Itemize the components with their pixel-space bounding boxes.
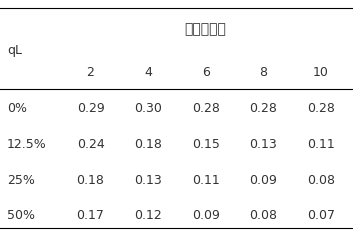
Text: 0.11: 0.11 — [307, 138, 335, 151]
Text: qL: qL — [7, 44, 22, 57]
Text: 0.28: 0.28 — [307, 102, 335, 115]
Text: 50%: 50% — [7, 210, 35, 222]
Text: 0.13: 0.13 — [134, 174, 162, 187]
Text: 0.11: 0.11 — [192, 174, 220, 187]
Text: 6: 6 — [202, 66, 210, 79]
Text: 4: 4 — [144, 66, 152, 79]
Text: 0.09: 0.09 — [249, 174, 277, 187]
Text: 0.30: 0.30 — [134, 102, 162, 115]
Text: 0.13: 0.13 — [249, 138, 277, 151]
Text: 0.15: 0.15 — [192, 138, 220, 151]
Text: 12.5%: 12.5% — [7, 138, 47, 151]
Text: 0%: 0% — [7, 102, 27, 115]
Text: 10: 10 — [313, 66, 329, 79]
Text: 0.12: 0.12 — [134, 210, 162, 222]
Text: 0.09: 0.09 — [192, 210, 220, 222]
Text: 0.08: 0.08 — [249, 210, 277, 222]
Text: 0.07: 0.07 — [307, 210, 335, 222]
Text: 0.28: 0.28 — [192, 102, 220, 115]
Text: 0.24: 0.24 — [77, 138, 104, 151]
Text: 25%: 25% — [7, 174, 35, 187]
Text: 0.08: 0.08 — [307, 174, 335, 187]
Text: 8: 8 — [259, 66, 267, 79]
Text: 0.17: 0.17 — [77, 210, 104, 222]
Text: 2: 2 — [86, 66, 95, 79]
Text: 0.18: 0.18 — [77, 174, 104, 187]
Text: 0.18: 0.18 — [134, 138, 162, 151]
Text: 0.28: 0.28 — [249, 102, 277, 115]
Text: 时间（天）: 时间（天） — [185, 22, 227, 36]
Text: 0.29: 0.29 — [77, 102, 104, 115]
